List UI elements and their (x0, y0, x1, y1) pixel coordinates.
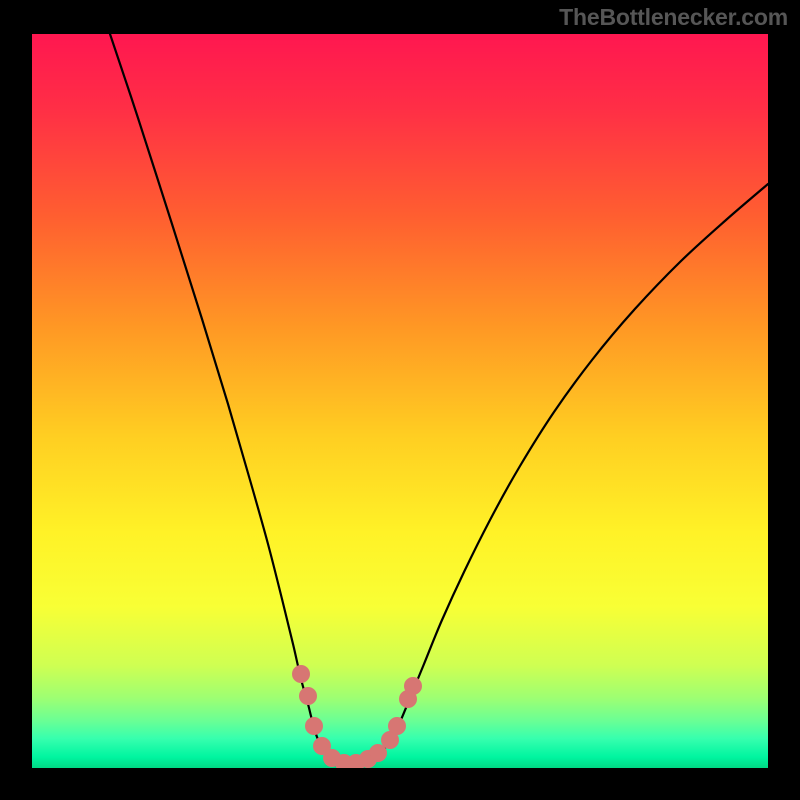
chart-svg (32, 34, 768, 768)
curve-marker (370, 745, 387, 762)
plot-area (32, 34, 768, 768)
curve-marker (405, 678, 422, 695)
watermark-text: TheBottlenecker.com (559, 4, 788, 31)
curve-marker (389, 718, 406, 735)
curve-marker (306, 718, 323, 735)
curve-marker (300, 688, 317, 705)
curve-marker (293, 666, 310, 683)
chart-frame: TheBottlenecker.com (0, 0, 800, 800)
gradient-background (32, 34, 768, 768)
